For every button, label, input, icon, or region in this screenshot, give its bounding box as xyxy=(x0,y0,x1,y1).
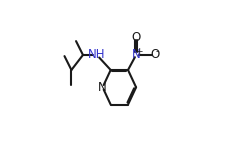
Text: -: - xyxy=(156,47,159,56)
Text: NH: NH xyxy=(88,48,106,62)
Text: O: O xyxy=(150,48,159,62)
Text: +: + xyxy=(135,47,142,56)
Text: O: O xyxy=(132,31,141,44)
Text: N: N xyxy=(132,48,140,62)
Text: N: N xyxy=(98,81,107,94)
